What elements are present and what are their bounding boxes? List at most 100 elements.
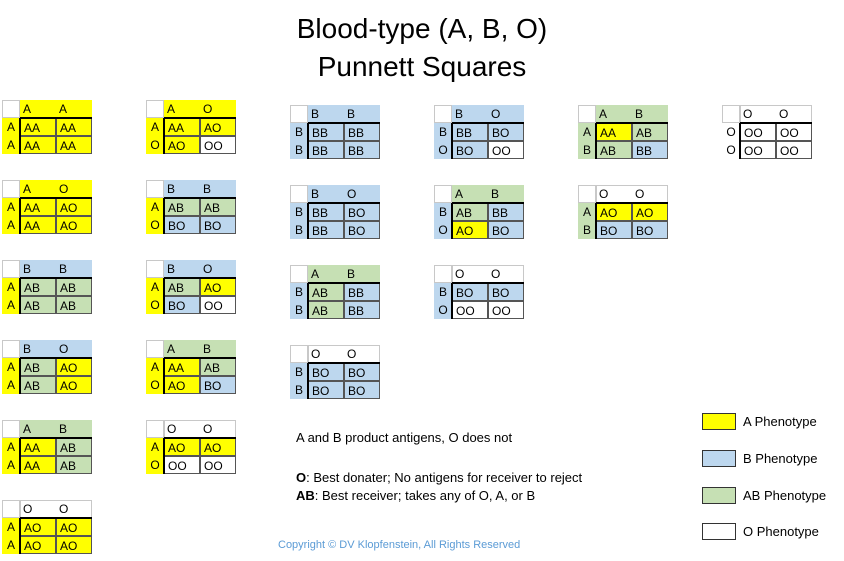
genotype-cell: BB: [344, 123, 380, 141]
genotype-cell: BO: [200, 216, 236, 234]
top-allele: A: [23, 102, 32, 116]
top-allele: B: [635, 107, 644, 121]
corner-cell: [2, 260, 20, 278]
genotype-cell: OO: [776, 141, 812, 159]
thick-left-border: [163, 358, 165, 394]
thick-top-border: [164, 197, 236, 199]
left-allele: O: [726, 143, 736, 157]
thick-top-border: [308, 362, 380, 364]
genotype-cell: AA: [164, 118, 200, 136]
left-allele: B: [294, 365, 303, 379]
top-allele: O: [599, 187, 609, 201]
left-header-band: [146, 358, 164, 394]
top-allele: B: [311, 107, 320, 121]
corner-cell: [290, 105, 308, 123]
genotype-cell: BO: [308, 363, 344, 381]
corner-cell: [146, 420, 164, 438]
legend-swatch-ab: [702, 487, 736, 504]
top-header-band: [20, 100, 92, 118]
genotype-cell: AB: [20, 296, 56, 314]
genotype-cell: AO: [56, 198, 92, 216]
thick-top-border: [20, 117, 92, 119]
genotype-cell: AO: [56, 518, 92, 536]
thick-left-border: [163, 278, 165, 314]
genotype-cell: BO: [344, 381, 380, 399]
genotype-cell: BO: [488, 123, 524, 141]
genotype-cell: BB: [344, 283, 380, 301]
genotype-cell: AB: [56, 456, 92, 474]
thick-left-border: [739, 123, 741, 159]
genotype-cell: BB: [308, 221, 344, 239]
top-allele: A: [455, 187, 464, 201]
top-allele: B: [455, 107, 464, 121]
corner-cell: [2, 420, 20, 438]
top-header-band: [452, 105, 524, 123]
top-allele: O: [455, 267, 465, 281]
top-allele: O: [23, 502, 33, 516]
left-allele: O: [438, 223, 448, 237]
left-header-band: [578, 123, 596, 159]
top-allele: B: [167, 262, 176, 276]
genotype-cell: AB: [20, 376, 56, 394]
left-allele: B: [294, 285, 303, 299]
left-allele: A: [150, 200, 159, 214]
top-header-band: [20, 180, 92, 198]
thick-top-border: [596, 202, 668, 204]
thick-top-border: [164, 437, 236, 439]
best-donor-note: O: Best donater; No antigens for receive…: [296, 470, 582, 485]
thick-left-border: [307, 203, 309, 239]
title-line-1: Blood-type (A, B, O): [296, 13, 548, 44]
thick-left-border: [307, 283, 309, 319]
left-allele: O: [150, 458, 160, 472]
top-allele: O: [491, 267, 501, 281]
legend-label-a: A Phenotype: [743, 414, 817, 429]
genotype-cell: BO: [632, 221, 668, 239]
top-allele: A: [311, 267, 320, 281]
left-header-band: [146, 278, 164, 314]
top-allele: O: [59, 502, 69, 516]
best-receiver-note: AB: Best receiver; takes any of O, A, or…: [296, 488, 535, 503]
genotype-cell: OO: [452, 301, 488, 319]
left-header-band: [2, 198, 20, 234]
top-allele: B: [347, 107, 356, 121]
top-allele: B: [23, 342, 32, 356]
thick-left-border: [163, 118, 165, 154]
top-allele: O: [635, 187, 645, 201]
left-allele: B: [294, 383, 303, 397]
thick-top-border: [596, 122, 668, 124]
genotype-cell: BO: [344, 363, 380, 381]
corner-cell: [146, 340, 164, 358]
left-header-band: [434, 203, 452, 239]
left-allele: A: [150, 280, 159, 294]
top-allele: O: [59, 342, 69, 356]
top-header-band: [20, 260, 92, 278]
left-header-band: [2, 518, 20, 554]
thick-left-border: [19, 518, 21, 554]
genotype-cell: AB: [632, 123, 668, 141]
top-header-band: [452, 185, 524, 203]
legend-swatch-b: [702, 450, 736, 467]
genotype-cell: AA: [20, 438, 56, 456]
top-allele: O: [311, 347, 321, 361]
genotype-cell: OO: [488, 301, 524, 319]
genotype-cell: AA: [164, 358, 200, 376]
left-allele: O: [438, 143, 448, 157]
genotype-cell: AO: [56, 536, 92, 554]
left-allele: A: [6, 458, 15, 472]
left-header-band: [290, 123, 308, 159]
left-allele: A: [6, 360, 15, 374]
top-header-band: [308, 265, 380, 283]
corner-cell: [146, 180, 164, 198]
left-header-band: [146, 118, 164, 154]
genotype-cell: AO: [20, 536, 56, 554]
best-donor-type: O: [296, 470, 307, 485]
top-header-band: [308, 105, 380, 123]
top-header-band: [308, 185, 380, 203]
thick-left-border: [451, 123, 453, 159]
thick-top-border: [308, 202, 380, 204]
left-allele: B: [582, 143, 591, 157]
left-allele: A: [150, 360, 159, 374]
genotype-cell: BO: [164, 296, 200, 314]
top-allele: A: [23, 182, 32, 196]
thick-top-border: [164, 277, 236, 279]
